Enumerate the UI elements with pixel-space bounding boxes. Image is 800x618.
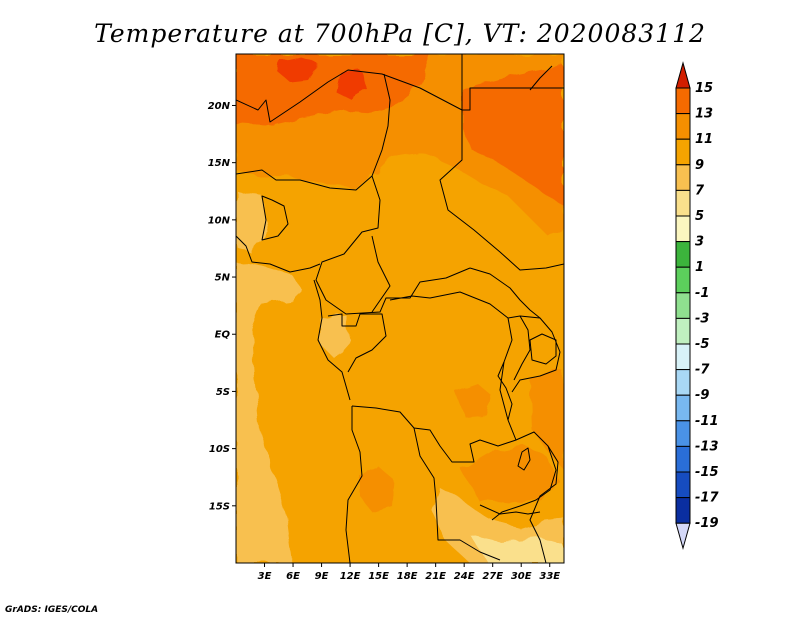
contour-15-plus-core-west xyxy=(278,56,318,82)
colorbar-swatch xyxy=(675,189,691,217)
lat-tick-label: EQ xyxy=(215,330,231,341)
lat-tick-label: 15S xyxy=(209,501,230,512)
contour-15-plus-core-north xyxy=(336,70,368,100)
border-sudan-south xyxy=(469,267,541,319)
border-angola-zambia xyxy=(413,427,501,561)
contour-11-13-congo xyxy=(456,384,492,418)
colorbar-level-label: -13 xyxy=(695,439,719,454)
lon-tick-label: 12E xyxy=(340,571,361,582)
latitude-axis: 20N 15N 10N 5N EQ 5S 10S 15S xyxy=(208,101,236,512)
lat-tick-label: 10S xyxy=(209,444,230,455)
colorbar-level-label: -7 xyxy=(695,363,710,378)
lat-tick-label: 15N xyxy=(208,158,231,169)
colorbar-swatch xyxy=(675,87,691,115)
grads-credit: GrADS: IGES/COLA xyxy=(5,605,98,615)
border-gabon-congo xyxy=(327,313,387,373)
colorbar-swatch xyxy=(675,343,691,371)
colorbar-level-label: 13 xyxy=(695,107,713,122)
border-gulf-guinea xyxy=(313,279,351,401)
contour-7-9-northwest xyxy=(236,190,268,252)
border-great-lakes xyxy=(497,315,531,421)
border-red-sea-coast xyxy=(529,65,553,91)
lon-tick-label: 6E xyxy=(286,571,300,582)
colorbar-swatch xyxy=(675,497,691,524)
colorbar-swatch xyxy=(675,420,691,447)
colorbar-level-label: -17 xyxy=(695,491,719,506)
border-lake-victoria xyxy=(529,333,557,365)
border-sahel-west xyxy=(236,73,391,191)
contour-11-13-east xyxy=(530,370,564,470)
contour-7-9-west xyxy=(236,262,302,563)
colorbar-level-label: -19 xyxy=(695,516,719,531)
border-tanzania xyxy=(491,431,557,521)
colorbar-top-arrow xyxy=(675,61,691,89)
lon-tick-label: 21E xyxy=(425,571,446,582)
border-niger-chad xyxy=(315,175,471,315)
colorbar-swatch xyxy=(675,292,691,319)
longitude-axis: 3E 6E 9E 12E 15E 18E 21E 24E 27E 30E 33E xyxy=(258,563,560,582)
border-drc xyxy=(351,291,517,463)
colorbar-swatch xyxy=(675,471,691,499)
colorbar-swatch xyxy=(675,241,691,268)
lat-tick-label: 5N xyxy=(215,273,231,284)
border-libya-egypt xyxy=(461,54,564,111)
lon-tick-label: 18E xyxy=(397,571,418,582)
colorbar-level-label: 15 xyxy=(695,81,713,96)
lat-tick-label: 20N xyxy=(208,101,231,112)
colorbar-level-label: -9 xyxy=(695,388,709,403)
colorbar-level-label: -5 xyxy=(695,337,709,352)
colorbar-swatch xyxy=(675,266,691,294)
lon-tick-label: 9E xyxy=(315,571,329,582)
colorbar-swatch xyxy=(675,164,691,191)
colorbar-level-label: 9 xyxy=(695,158,704,173)
lon-tick-label: 27E xyxy=(482,571,503,582)
temperature-shading xyxy=(236,54,564,563)
border-east-africa xyxy=(507,315,561,393)
map-panel: 20N 15N 10N 5N EQ 5S 10S 15S 3E 6E 9E 12E 15E 18E 21E… xyxy=(208,53,565,582)
border-northwest xyxy=(236,69,564,271)
border-angola xyxy=(345,406,363,563)
colorbar-swatch xyxy=(675,215,691,243)
lat-tick-label: 10N xyxy=(208,215,231,226)
border-west-africa-interior xyxy=(261,195,289,241)
colorbar-level-label: -15 xyxy=(695,465,719,480)
map-frame xyxy=(235,53,565,564)
colorbar-bottom-arrow xyxy=(675,522,691,551)
lon-tick-label: 30E xyxy=(511,571,532,582)
colorbar-level-label: 5 xyxy=(695,209,704,224)
contour-11-13-southeast xyxy=(462,446,558,504)
colorbar: 15 13 11 9 7 5 3 1 -1 -3 -5 -7 -9 -11 -13 -15 -17 -19 xyxy=(675,61,719,551)
colorbar-level-label: -3 xyxy=(695,311,709,326)
border-coast-west-africa xyxy=(236,235,321,273)
lon-tick-label: 15E xyxy=(368,571,389,582)
lon-tick-label: 3E xyxy=(258,571,272,582)
border-chad-car xyxy=(371,235,391,313)
border-lake-malawi xyxy=(517,447,531,471)
colorbar-swatch xyxy=(675,113,691,140)
border-zambezi xyxy=(479,504,541,515)
map-title: Temperature at 700hPa [C], VT: 202008311… xyxy=(94,19,706,48)
colorbar-level-label: -11 xyxy=(695,414,719,429)
lon-tick-label: 33E xyxy=(539,571,560,582)
contour-11-13-angola xyxy=(360,466,394,512)
colorbar-swatch xyxy=(675,369,691,396)
colorbar-level-label: 1 xyxy=(695,260,704,275)
colorbar-level-label: -1 xyxy=(695,286,709,301)
lat-tick-label: 5S xyxy=(216,387,230,398)
country-borders xyxy=(236,54,564,563)
colorbar-swatch xyxy=(675,138,691,166)
contour-13-15-sahara-east xyxy=(462,66,564,206)
colorbar-swatch xyxy=(675,317,691,345)
colorbar-level-label: 11 xyxy=(695,132,713,147)
colorbar-level-label: 3 xyxy=(695,235,704,250)
colorbar-swatch xyxy=(675,394,691,422)
lon-tick-label: 24E xyxy=(454,571,475,582)
colorbar-level-label: 7 xyxy=(695,183,705,198)
colorbar-swatch xyxy=(675,445,691,473)
border-mozambique xyxy=(529,445,559,563)
